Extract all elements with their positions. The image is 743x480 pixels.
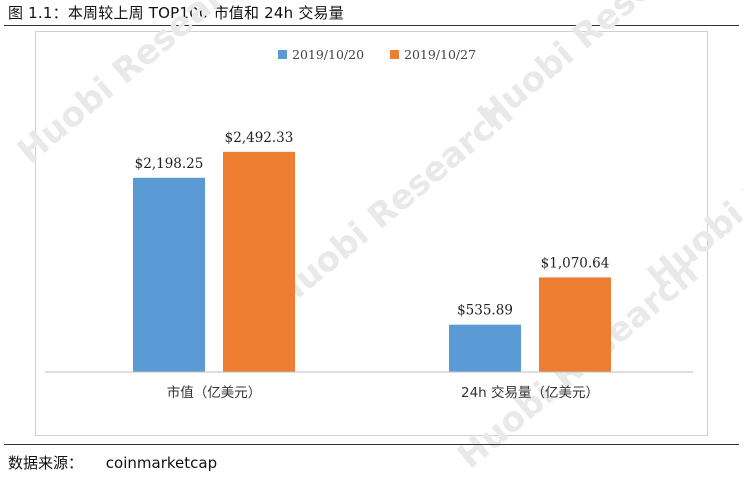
legend-label: 2019/10/20: [292, 47, 364, 62]
watermark-text: Huobi Research: [265, 93, 521, 317]
top-rule: [4, 25, 739, 26]
x-axis: 市值（亿美元） 24h 交易量（亿美元）: [45, 371, 693, 401]
figure-title: 图 1.1：本周较上周 TOP100 市值和 24h 交易量: [8, 4, 344, 22]
bar: [449, 324, 521, 372]
watermark-text: Huobi Research: [640, 73, 743, 297]
bar: [539, 277, 611, 372]
bar: [133, 177, 205, 372]
chart-frame: [35, 31, 708, 436]
bar-value-label: $535.89: [457, 303, 513, 319]
category-label: 24h 交易量（亿美元）: [461, 384, 599, 401]
watermark-text: Huobi Research: [10, 0, 266, 172]
legend-swatch: [278, 50, 287, 59]
bar-value-label: $1,070.64: [541, 255, 610, 271]
legend-swatch: [390, 50, 399, 59]
source-value: coinmarketcap: [105, 454, 218, 472]
legend-label: 2019/10/27: [404, 47, 476, 62]
category-label: 市值（亿美元）: [167, 384, 262, 401]
source-label: 数据来源：: [8, 454, 84, 472]
bottom-rule: [4, 444, 739, 445]
bar-layer: $2,198.25 $2,492.33 $535.89 $1,070.64: [133, 130, 611, 372]
bar-value-label: $2,198.25: [135, 156, 204, 172]
bar-value-label: $2,492.33: [225, 130, 294, 146]
chart-legend: 2019/10/20 2019/10/27: [278, 47, 476, 62]
source-line: 数据来源： coinmarketcap: [8, 452, 217, 473]
watermark-text: Huobi Research: [470, 0, 726, 137]
bar: [223, 151, 295, 372]
